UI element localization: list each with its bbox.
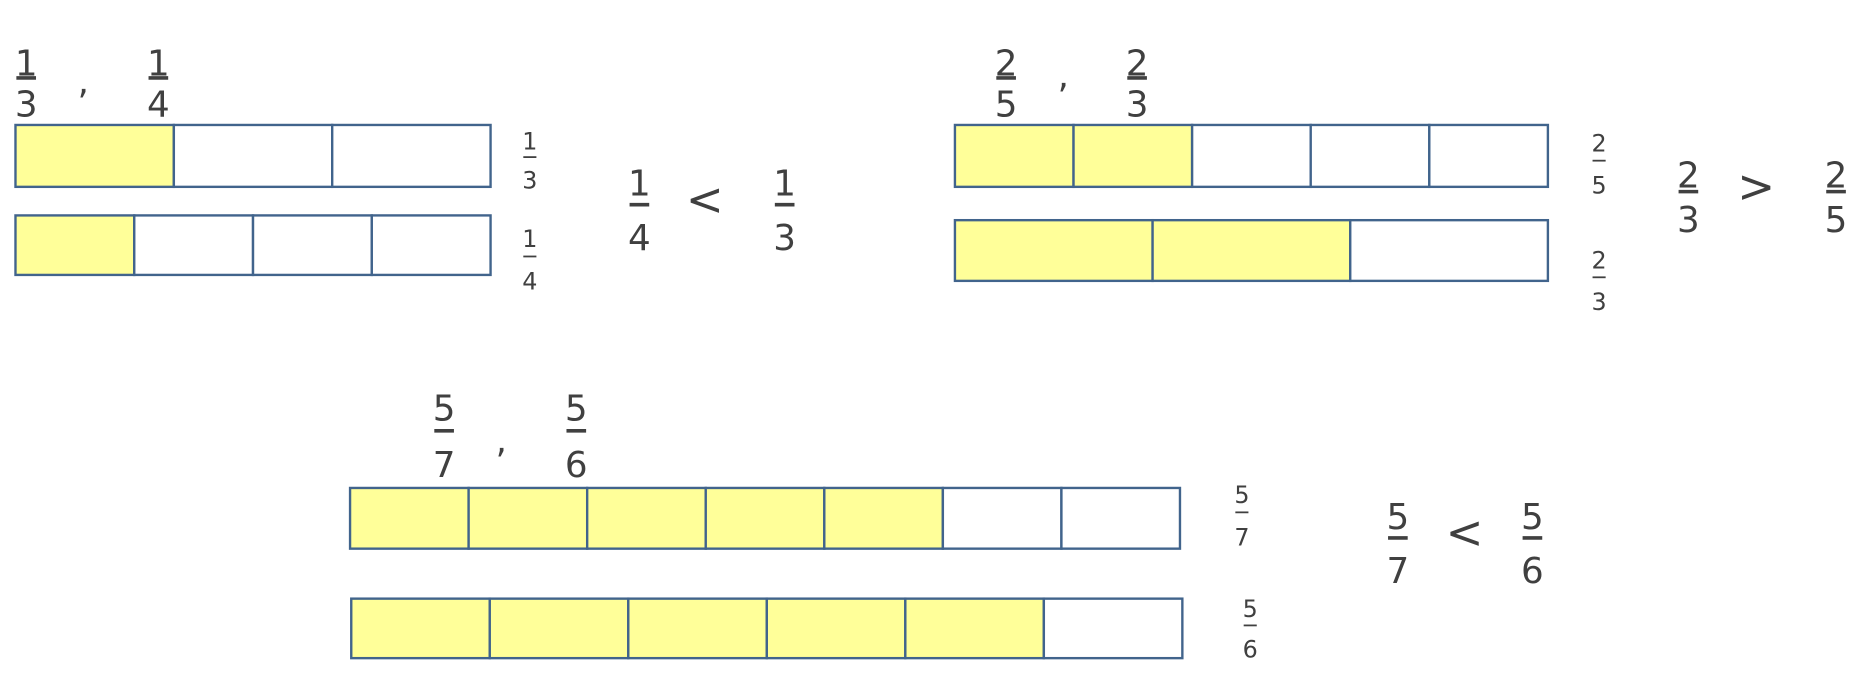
numerator: 2: [1825, 155, 1848, 196]
heading-fraction: 25: [995, 43, 1018, 125]
shaded-part: [350, 597, 491, 660]
shaded-part: [1072, 123, 1194, 189]
denominator: 5: [1592, 171, 1607, 199]
denominator: 3: [1126, 85, 1149, 126]
unshaded-part: [1042, 597, 1184, 660]
denominator: 4: [628, 218, 651, 259]
separator-comma: ,: [78, 61, 89, 102]
denominator: 3: [522, 167, 537, 195]
denominator: 5: [995, 85, 1018, 126]
comparison-left-fraction: 57: [1387, 497, 1410, 592]
numerator: 5: [433, 389, 456, 430]
heading-fraction: 13: [15, 43, 38, 125]
comparison-operator: <: [1446, 506, 1484, 559]
unshaded-part: [370, 214, 492, 277]
heading-fraction: 23: [1126, 43, 1149, 125]
bar-label-fraction: 23: [1592, 246, 1607, 316]
denominator: 6: [1521, 551, 1544, 592]
denominator: 4: [522, 268, 537, 296]
separator-comma: ,: [496, 421, 507, 462]
separator-comma: ,: [1058, 55, 1069, 96]
heading-fraction: 56: [565, 389, 588, 487]
numerator: 1: [147, 43, 170, 84]
shaded-part: [467, 486, 589, 550]
shaded-part: [585, 486, 707, 550]
unshaded-part: [1349, 218, 1550, 283]
comparison-right-fraction: 25: [1825, 155, 1848, 241]
bar-label-fraction: 56: [1243, 595, 1258, 663]
unshaded-part: [1190, 123, 1312, 189]
denominator: 7: [433, 445, 456, 486]
numerator: 5: [1243, 595, 1258, 623]
numerator: 1: [15, 43, 38, 84]
shaded-part: [953, 218, 1154, 283]
numerator: 1: [522, 127, 537, 155]
fraction-bar-model: [350, 597, 1184, 660]
comparison-left-fraction: 23: [1677, 155, 1700, 241]
numerator: 2: [1592, 130, 1607, 158]
numerator: 5: [1521, 497, 1544, 538]
bar-label-fraction: 25: [1592, 130, 1607, 200]
comparison-right-fraction: 13: [773, 164, 796, 259]
numerator: 2: [1126, 43, 1149, 84]
bar-label-fraction: 14: [522, 225, 537, 296]
heading-fraction: 14: [147, 43, 170, 125]
unshaded-part: [133, 214, 255, 277]
comparison-left-fraction: 14: [628, 164, 651, 259]
unshaded-part: [1309, 123, 1431, 189]
shaded-part: [14, 214, 136, 277]
numerator: 1: [522, 225, 537, 253]
denominator: 6: [1243, 636, 1258, 664]
bar-label-fraction: 57: [1234, 481, 1249, 552]
shaded-part: [1151, 218, 1352, 283]
numerator: 2: [1592, 246, 1607, 274]
denominator: 3: [1592, 288, 1607, 316]
fraction-bar-model: [953, 123, 1550, 189]
fraction-bar-model: [348, 486, 1182, 550]
unshaded-part: [1060, 486, 1182, 550]
numerator: 1: [628, 164, 651, 205]
numerator: 1: [773, 164, 796, 205]
shaded-part: [704, 486, 826, 550]
heading-fraction: 57: [433, 389, 456, 487]
denominator: 3: [1677, 200, 1700, 241]
fraction-bar-model: [14, 214, 492, 277]
unshaded-part: [1428, 123, 1550, 189]
shaded-part: [904, 597, 1046, 660]
comparison-operator: <: [686, 173, 724, 226]
unshaded-part: [251, 214, 373, 277]
numerator: 5: [1234, 481, 1249, 509]
comparison-operator: >: [1737, 160, 1775, 213]
numerator: 5: [1387, 497, 1410, 538]
denominator: 7: [1387, 551, 1410, 592]
comparison-right-fraction: 56: [1521, 497, 1544, 592]
denominator: 6: [565, 445, 588, 486]
denominator: 3: [773, 218, 796, 259]
shaded-part: [627, 597, 768, 660]
fraction-bar-model: [953, 218, 1550, 283]
numerator: 2: [995, 43, 1018, 84]
unshaded-part: [941, 486, 1063, 550]
denominator: 5: [1825, 200, 1848, 241]
shaded-part: [488, 597, 630, 660]
shaded-part: [14, 123, 176, 189]
shaded-part: [823, 486, 945, 550]
denominator: 7: [1234, 524, 1249, 552]
shaded-part: [348, 486, 470, 550]
shaded-part: [953, 123, 1075, 189]
shaded-part: [765, 597, 907, 660]
denominator: 4: [147, 85, 170, 126]
unshaded-part: [331, 123, 492, 189]
unshaded-part: [172, 123, 334, 189]
numerator: 2: [1677, 155, 1700, 196]
numerator: 5: [565, 389, 588, 430]
denominator: 3: [15, 85, 38, 126]
fraction-bar-model: [14, 123, 492, 189]
bar-label-fraction: 13: [522, 127, 537, 194]
